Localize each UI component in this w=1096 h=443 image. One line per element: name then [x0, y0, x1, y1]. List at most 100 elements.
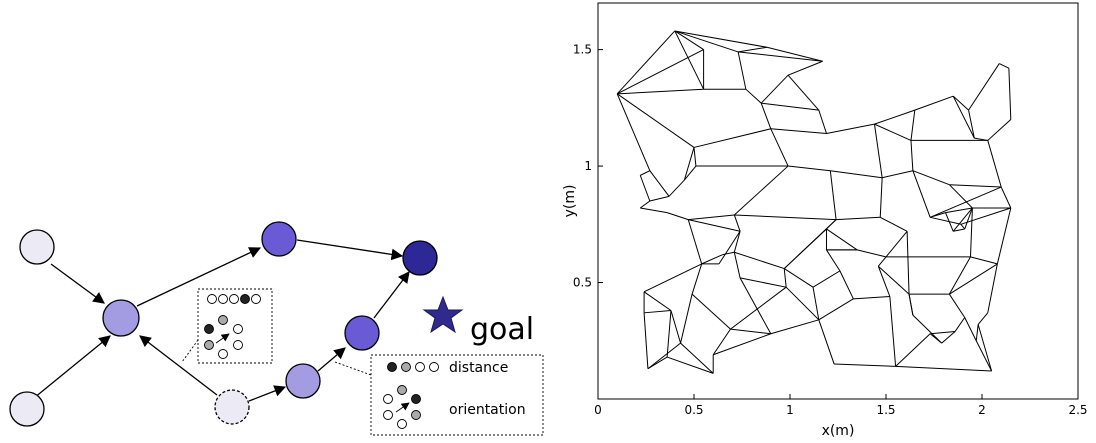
graph-edge — [949, 263, 998, 295]
graph-edge — [910, 110, 916, 141]
node-bottom-left — [9, 391, 45, 427]
graph-edge — [674, 30, 739, 53]
goal-label: goal — [470, 312, 534, 347]
graph-edge — [770, 128, 789, 167]
distance-icon-legend — [387, 362, 439, 372]
graph-edge — [952, 95, 975, 139]
graph-edge — [733, 252, 741, 278]
graph-edge — [617, 88, 704, 95]
graph-edge — [977, 324, 993, 372]
graph-edge — [912, 314, 943, 344]
graph-edge — [836, 216, 881, 221]
graph-edge — [1008, 68, 1012, 120]
node-lower-right — [344, 315, 380, 351]
graph-edge — [975, 340, 993, 372]
graph-edge — [930, 330, 956, 335]
graph-edge — [680, 294, 693, 344]
graph-edge — [785, 286, 820, 321]
graph-edge — [987, 140, 1002, 188]
graph-edge — [643, 263, 702, 293]
graph-edge — [639, 200, 651, 209]
y-tick-label: 0.5 — [573, 276, 592, 290]
graph-edge — [647, 342, 681, 370]
graph-edge — [701, 254, 724, 265]
graph-edge — [687, 219, 703, 265]
graph-edge — [733, 165, 789, 216]
edge-f-b — [139, 335, 218, 396]
graph-edge — [874, 109, 915, 125]
graph-edge — [914, 95, 954, 111]
graph-edge — [734, 251, 785, 270]
graph-edge — [738, 46, 768, 53]
graph-edge — [877, 256, 887, 267]
graph-edge — [912, 170, 950, 186]
node-hub — [102, 299, 140, 337]
graph-edge — [968, 63, 1000, 111]
graph-edge — [948, 256, 971, 295]
graph-edge — [812, 287, 820, 320]
graph-edge — [969, 207, 973, 257]
plot-svg: 0 0.5 1 1.5 2 2.5 0.5 1 1.5 x(m) y(m) — [562, 2, 1088, 439]
graph-edge — [766, 46, 823, 62]
graph-edge — [930, 216, 961, 225]
graph-edge — [908, 294, 914, 316]
node-top-left — [19, 229, 55, 265]
graph-edge — [941, 331, 956, 344]
graph-edge — [787, 74, 820, 111]
legend-distance-label: distance — [449, 360, 508, 376]
graph-edge — [712, 328, 731, 356]
x-tick-label: 1 — [786, 403, 794, 417]
graph-edge — [818, 298, 854, 321]
graph-edge — [949, 184, 1002, 188]
distance-icon-hub — [207, 294, 261, 304]
graph-edge — [1000, 186, 1012, 209]
graph-edge — [877, 265, 910, 295]
graph-edge — [787, 60, 823, 76]
graph-edge — [730, 286, 787, 330]
graph-diagram: goal distance — [9, 221, 544, 436]
edge-h-e — [373, 271, 410, 319]
graph-edge — [964, 207, 973, 230]
edge-c-b — [33, 335, 111, 399]
graph-edge — [945, 207, 973, 214]
graph-edge — [718, 231, 741, 265]
graph-edge — [885, 230, 908, 258]
orientation-icon-legend — [383, 385, 421, 429]
graph-edge — [666, 356, 714, 374]
graph-edge — [738, 51, 823, 62]
graph-edge — [853, 296, 890, 300]
graph-edge — [830, 170, 883, 179]
graph-edge — [616, 93, 695, 148]
graph-edge — [945, 212, 954, 232]
graph-edge — [996, 207, 1012, 265]
graph-edge — [960, 223, 966, 230]
graph-edge — [834, 363, 896, 367]
graph-edge — [949, 184, 973, 209]
x-axis-label: x(m) — [822, 423, 855, 439]
graph-edge — [739, 277, 772, 335]
node-lower-mid — [285, 363, 321, 399]
graph-edge — [733, 214, 741, 232]
graph-edge — [874, 123, 912, 141]
node-start-dashed — [214, 389, 250, 425]
x-tick-label: 0.5 — [684, 403, 703, 417]
graph-edge — [616, 93, 651, 171]
graph-edge — [643, 312, 649, 369]
graph-edge — [739, 277, 787, 288]
graph-edge — [691, 293, 731, 330]
graph-edge — [953, 228, 965, 232]
graph-edge — [952, 207, 973, 232]
graph-edge — [818, 109, 827, 134]
edge-d-e — [296, 239, 404, 261]
graph-edge — [745, 88, 762, 104]
graph-edge — [674, 30, 705, 90]
graph-edge — [684, 165, 697, 181]
graph-edge — [873, 124, 883, 178]
legend-orientation-label: orientation — [449, 402, 526, 418]
y-tick-label: 1.5 — [573, 43, 592, 57]
y-tick-label: 1 — [584, 159, 592, 173]
graph-edge — [829, 170, 837, 220]
graph-edge — [688, 219, 741, 232]
graph-edge — [895, 365, 992, 372]
graph-edge — [783, 268, 814, 288]
